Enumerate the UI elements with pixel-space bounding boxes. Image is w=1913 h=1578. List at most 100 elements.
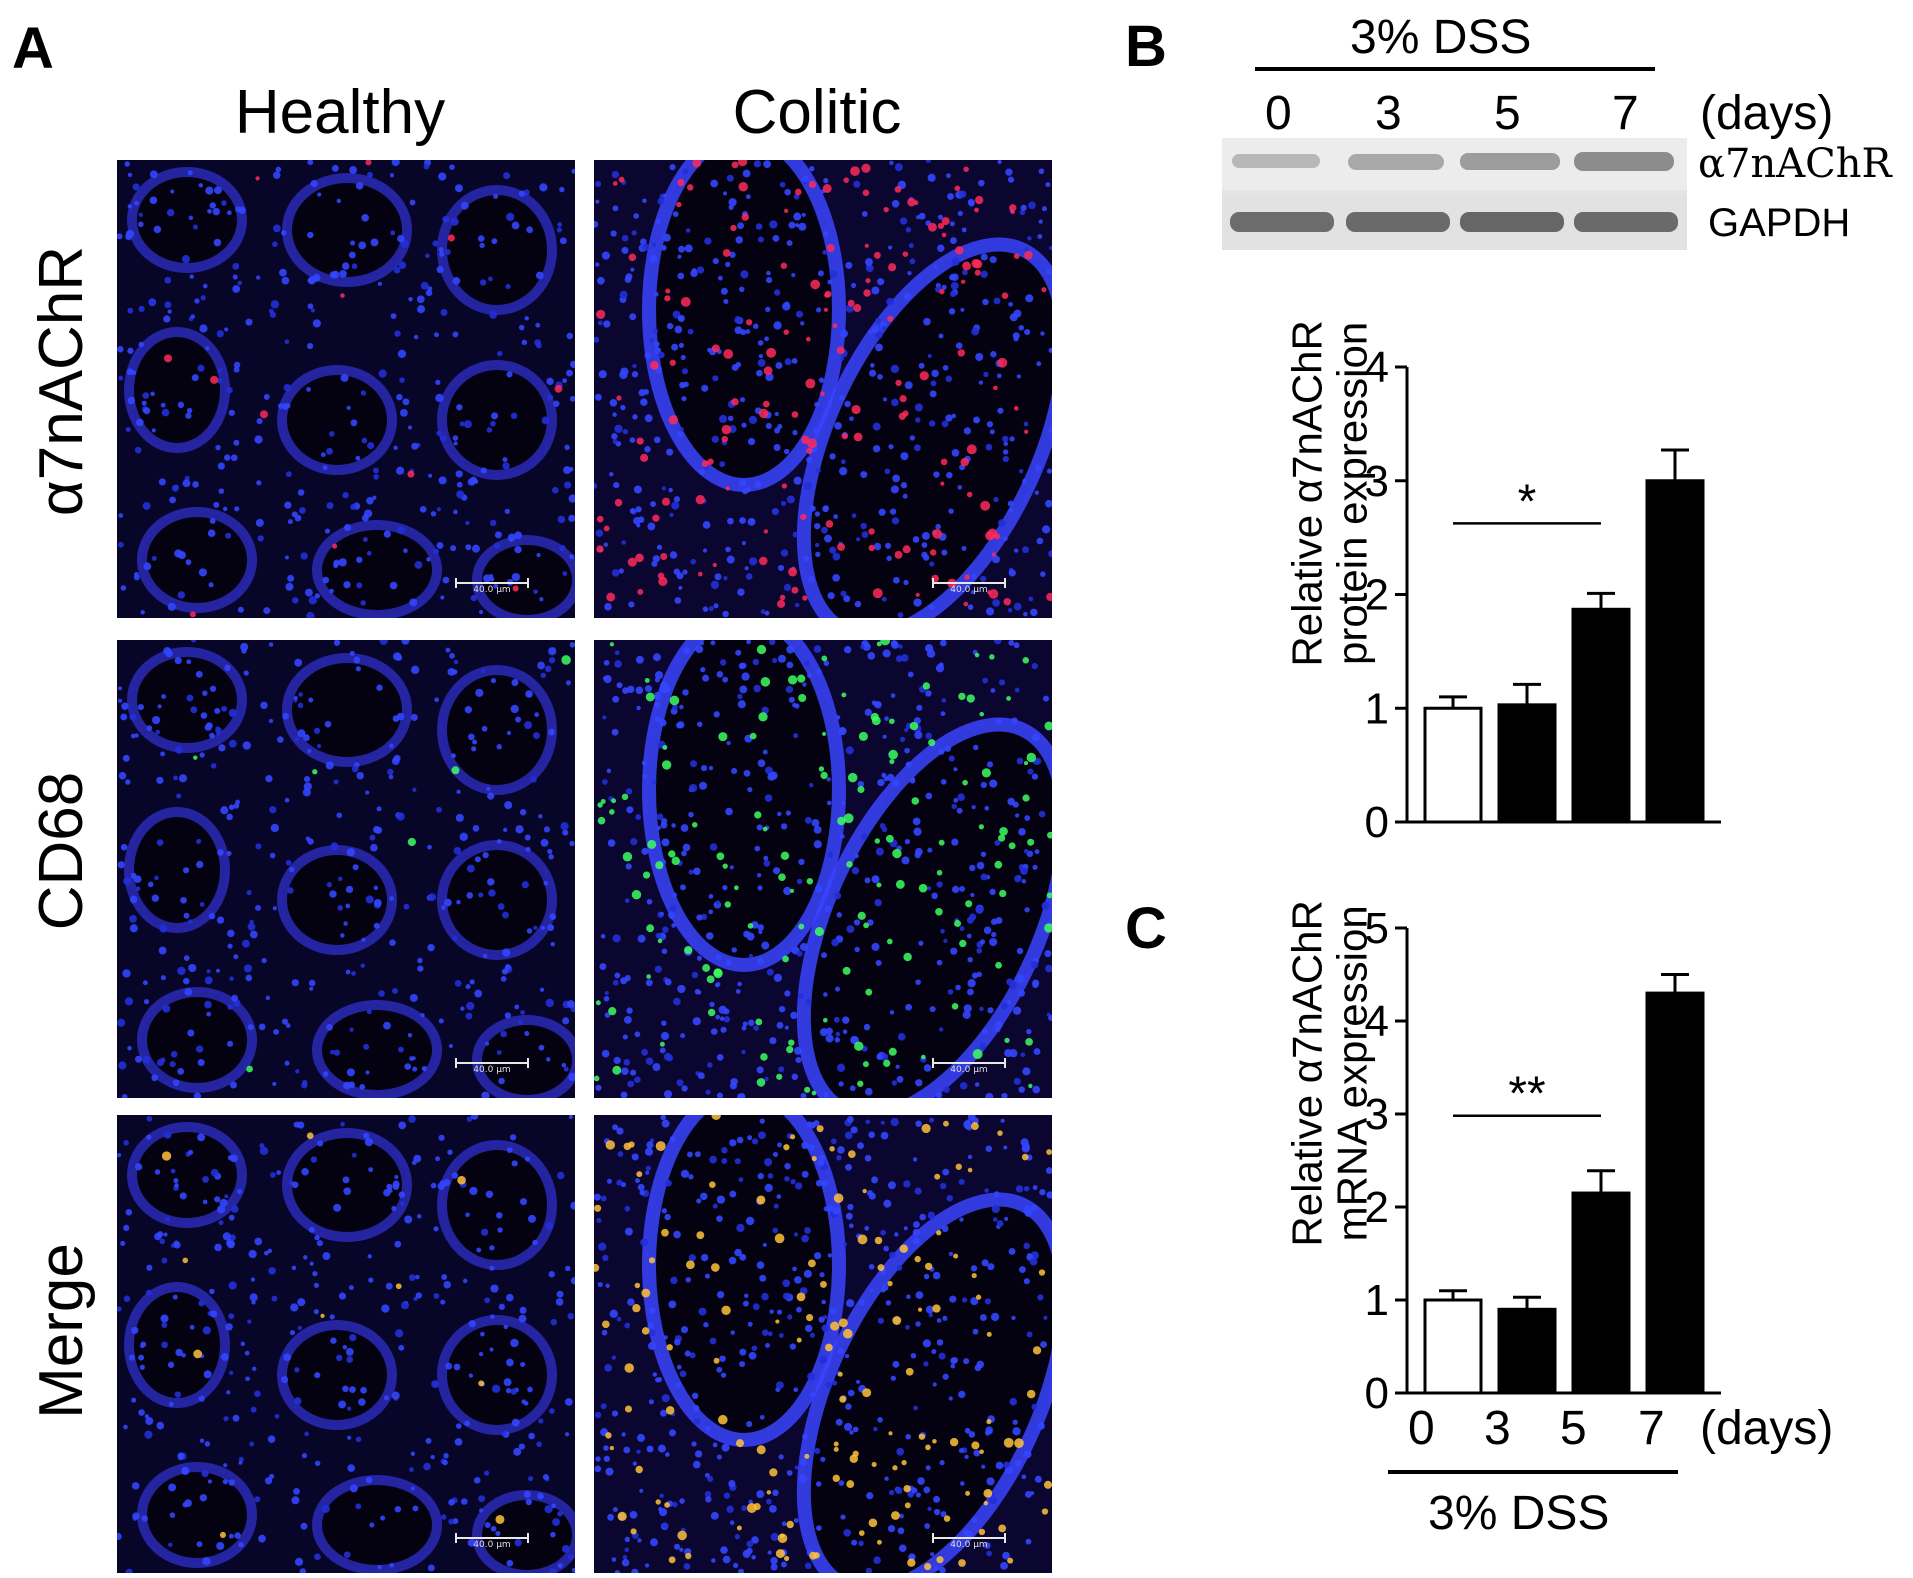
nucleus [702, 674, 710, 682]
nucleus [832, 552, 841, 561]
nucleus [621, 540, 626, 545]
y-tick-label: 4 [1365, 997, 1389, 1046]
nucleus [674, 325, 683, 334]
nucleus [627, 1298, 635, 1306]
stain-spot [447, 234, 455, 242]
nucleus [222, 1478, 229, 1485]
nucleus [1022, 1067, 1031, 1076]
nucleus [757, 759, 766, 768]
nucleus [710, 580, 720, 590]
nucleus [159, 924, 168, 933]
treatment-label: 3% DSS [1428, 1487, 1610, 1540]
nucleus [566, 332, 574, 340]
nucleus [566, 369, 573, 377]
nucleus [734, 1248, 742, 1257]
nucleus [355, 666, 361, 672]
nucleus [228, 1313, 235, 1320]
nucleus [1002, 455, 1009, 463]
nucleus [818, 377, 825, 383]
stain-spot [924, 1262, 933, 1271]
nucleus [636, 523, 641, 528]
nucleus [122, 969, 131, 978]
nucleus [941, 284, 947, 290]
nucleus [1024, 907, 1030, 913]
nucleus [794, 703, 800, 709]
nucleus [188, 963, 197, 973]
nucleus [528, 1214, 536, 1223]
stain-spot [618, 176, 625, 183]
stain-spot [966, 444, 977, 455]
stain-spot [1044, 721, 1052, 731]
stain-spot [853, 304, 862, 313]
stain-spot [246, 1065, 253, 1073]
nucleus [692, 1017, 701, 1026]
nucleus [927, 886, 932, 891]
nucleus [889, 160, 894, 166]
nucleus [890, 1375, 896, 1381]
nucleus [904, 381, 913, 390]
nucleus [979, 939, 986, 945]
nucleus [1049, 245, 1052, 251]
stain-spot [858, 1530, 865, 1536]
nucleus [813, 645, 822, 653]
nucleus [229, 976, 234, 981]
nucleus [840, 356, 845, 361]
nucleus [679, 1370, 687, 1378]
nucleus [947, 192, 954, 200]
nucleus [892, 779, 900, 788]
nucleus [242, 741, 251, 750]
nucleus [1031, 662, 1038, 670]
nucleus [710, 1028, 718, 1035]
nucleus [673, 568, 681, 575]
nucleus [889, 1251, 896, 1259]
nucleus [950, 237, 957, 245]
nucleus [186, 694, 194, 702]
nucleus [921, 531, 930, 540]
nucleus [679, 704, 684, 710]
stain-spot [868, 544, 875, 552]
nucleus [1016, 374, 1022, 379]
stain-spot [971, 258, 981, 269]
nucleus [603, 542, 609, 547]
nucleus [721, 1147, 728, 1154]
stain-spot [847, 772, 858, 783]
nucleus [978, 380, 984, 385]
nucleus [117, 861, 125, 869]
nucleus [314, 1460, 321, 1466]
nucleus [373, 885, 379, 891]
nucleus [511, 678, 519, 687]
stain-spot [868, 528, 875, 535]
stain-spot [902, 410, 909, 417]
nucleus [552, 1518, 561, 1527]
stain-spot [778, 873, 786, 881]
nucleus [756, 872, 762, 878]
nucleus [326, 1023, 333, 1031]
nucleus [632, 1461, 638, 1466]
nucleus [438, 476, 447, 485]
nucleus [780, 549, 789, 557]
nucleus [669, 1135, 676, 1143]
stain-spot [888, 749, 898, 760]
crypt [437, 1140, 557, 1270]
nucleus [744, 566, 749, 571]
nucleus [786, 495, 795, 504]
nucleus [147, 881, 154, 888]
nucleus [297, 489, 305, 496]
nucleus [287, 519, 293, 525]
nucleus [487, 792, 495, 800]
nucleus [763, 860, 771, 867]
stain-spot [997, 357, 1008, 368]
nucleus [991, 931, 997, 938]
nucleus [838, 727, 847, 736]
nucleus [326, 502, 334, 510]
stain-spot [935, 907, 943, 916]
nucleus [545, 1222, 553, 1231]
nucleus [739, 1348, 747, 1356]
nucleus [510, 1338, 519, 1348]
nucleus [221, 200, 227, 206]
nucleus [337, 905, 344, 911]
nucleus [192, 224, 199, 230]
nucleus [307, 231, 314, 239]
nucleus [134, 733, 139, 738]
nucleus [172, 1079, 180, 1086]
